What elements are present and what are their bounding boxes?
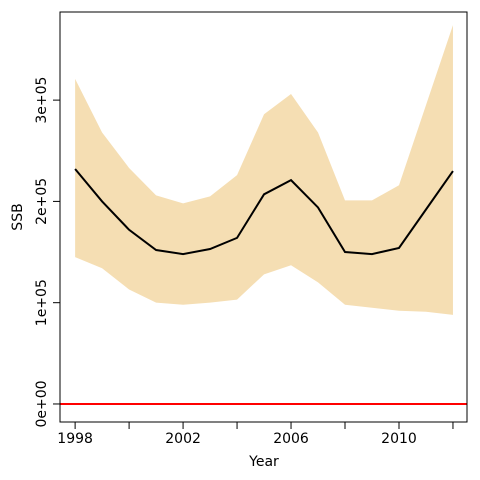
- plot-frame: [59, 11, 468, 423]
- y-tick-label: 3e+05: [34, 77, 50, 124]
- x-tick-label: 2010: [381, 431, 417, 447]
- confidence-band: [75, 25, 453, 315]
- y-axis-label: SSB: [10, 203, 26, 230]
- x-tick-label: 1998: [57, 431, 93, 447]
- x-tick-label: 2002: [165, 431, 201, 447]
- y-tick-label: 2e+05: [34, 178, 50, 225]
- x-tick-label: 2006: [273, 431, 309, 447]
- y-tick-label: 0e+00: [34, 380, 50, 427]
- ssb-line: [74, 168, 454, 256]
- x-axis-label: Year: [248, 454, 279, 470]
- y-tick-label: 1e+05: [34, 279, 50, 326]
